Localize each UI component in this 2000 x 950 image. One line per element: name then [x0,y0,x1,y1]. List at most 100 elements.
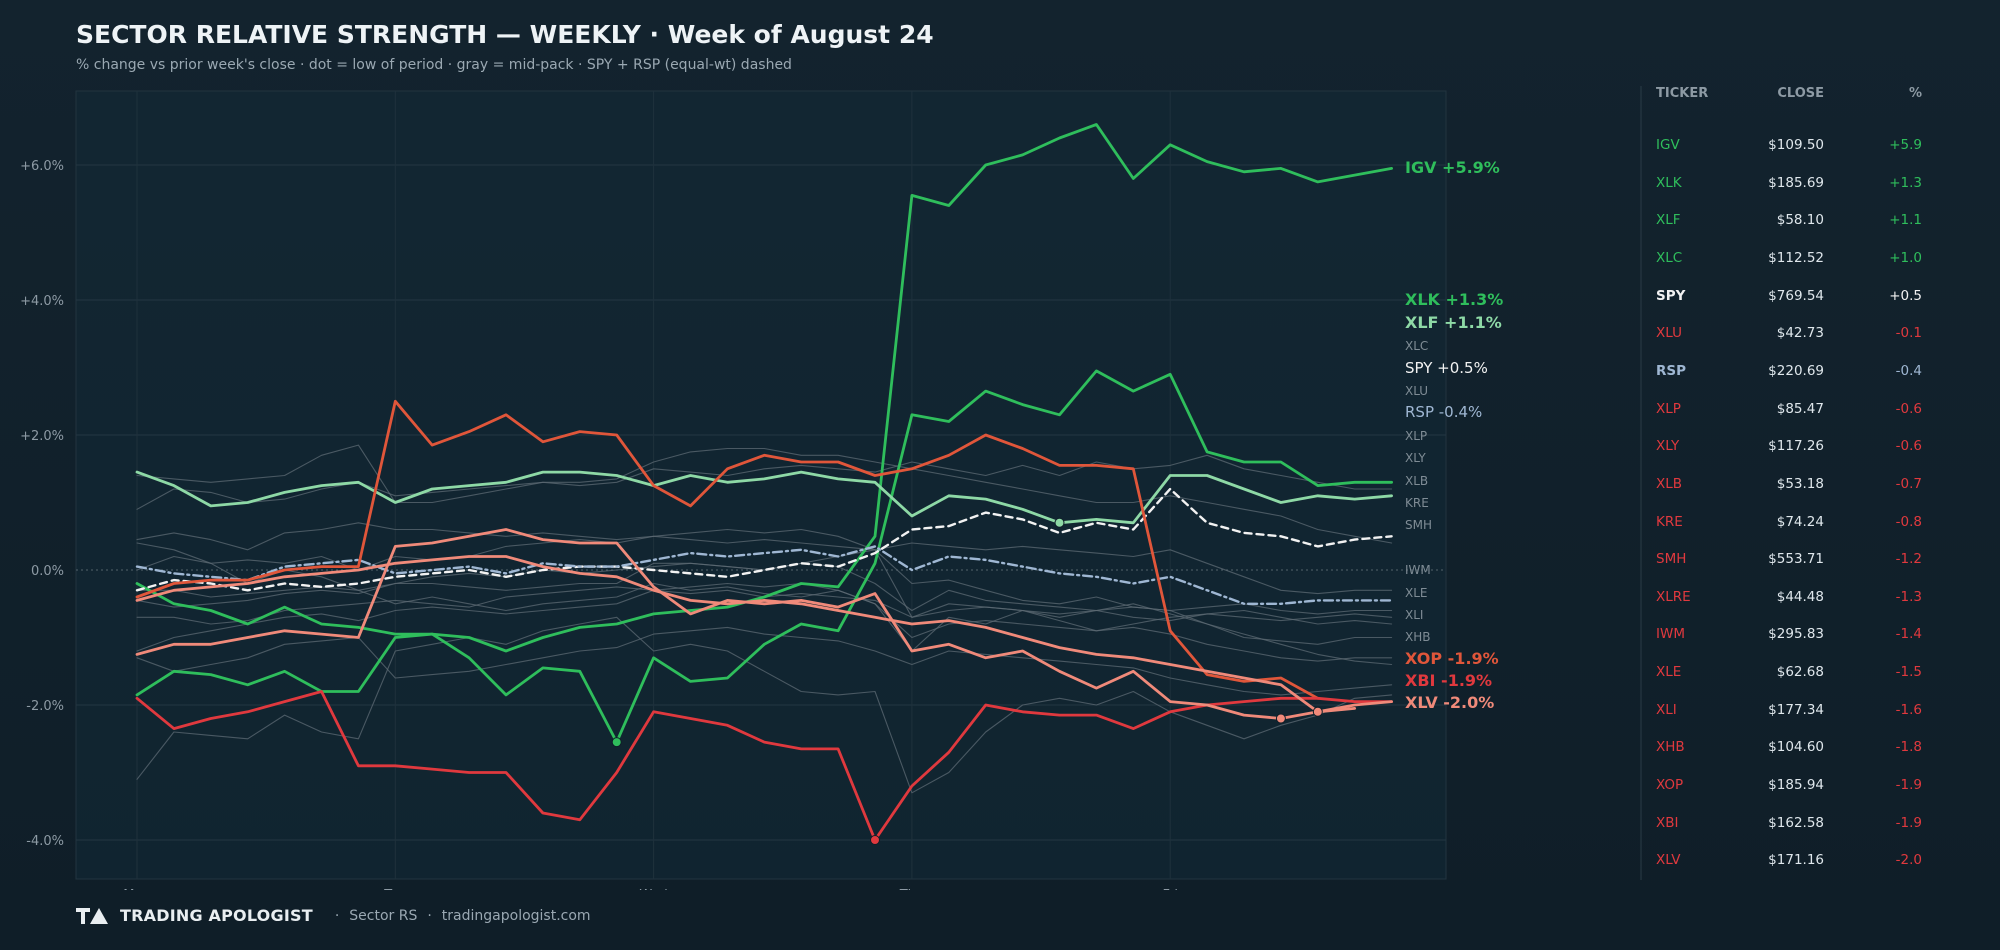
series-line-igv [135,123,1393,653]
table-row: IWM $295.83 -1.4 [1640,626,1922,650]
ticker-cell: XLK [1656,174,1682,191]
close-cell: $162.58 [1768,814,1824,831]
table-row: XOP $185.94 -1.9 [1640,777,1922,801]
close-cell: $109.50 [1768,137,1824,153]
series-line-xlv [135,528,1393,720]
series-line-xlu [136,444,1393,544]
table-row: XHB $104.60 -1.8 [1640,739,1922,763]
table-row: XLI $177.34 -1.6 [1640,702,1922,726]
end-label-xlc: XLC [1405,339,1428,353]
header-close: CLOSE [1777,86,1824,101]
low-dots [611,517,1323,845]
logo-icon [76,907,108,924]
series-line-xlf [135,470,1393,525]
end-label-spy: SPY +0.5% [1405,359,1488,377]
pct-cell: -0.6 [1895,400,1922,417]
close-cell: $62.68 [1776,664,1824,681]
ticker-cell: IWM [1656,626,1685,643]
ticker-cell: XBI [1656,814,1679,831]
ticker-cell: KRE [1656,513,1683,530]
x-tick-label: Tue [383,888,406,890]
header-ticker: TICKER [1656,86,1709,101]
table-row: XLU $42.73 -0.1 [1640,325,1922,349]
low-dot-xbi [870,835,880,845]
pct-cell: -1.9 [1895,777,1922,794]
footer-separator: · [334,907,340,924]
series-line-spy [135,487,1393,592]
end-label-xbi: XBI -1.9% [1405,671,1492,690]
close-cell: $104.60 [1768,739,1824,756]
series-line-xle [136,549,1393,645]
end-label-xlk: XLK +1.3% [1405,290,1503,309]
pct-cell: +1.3 [1889,174,1922,191]
relative-strength-chart: -4.0% -2.0% 0.0% +2.0% +4.0% +6.0% Mon Tue Wed Th… [20,86,1642,890]
table-row: XLE $62.68 -1.5 [1640,664,1922,688]
close-cell: $42.73 [1776,325,1824,342]
low-dot-xlv [1275,713,1286,724]
ticker-cell: XHB [1656,739,1685,756]
pct-cell: +1.0 [1889,249,1922,266]
y-tick-label: 0.0% [31,564,64,579]
y-tick-label: +2.0% [20,429,64,444]
x-tick-label: Wed [639,888,667,890]
pct-cell: -1.6 [1895,701,1922,718]
series-line-smh [136,616,1393,794]
ticker-cell: SPY [1656,287,1686,304]
ticker-cell: XLU [1656,325,1682,342]
x-tick-label: Thu [899,888,924,890]
footer: TRADING APOLOGIST · Sector RS · tradinga… [76,906,591,925]
table-row: XBI $162.58 -1.9 [1640,815,1922,839]
pct-cell: -0.6 [1895,438,1922,455]
close-cell: $220.69 [1768,362,1824,379]
ticker-cell: XLI [1656,701,1677,718]
footer-section: Sector RS [349,907,418,924]
ticker-cell: XLB [1656,475,1683,492]
close-cell: $74.24 [1776,513,1824,530]
axis-labels: -4.0% -2.0% 0.0% +2.0% +4.0% +6.0% Mon Tue Wed Th… [20,159,1178,890]
ticker-cell: XLF [1656,212,1681,229]
ticker-cell: IGV [1656,137,1680,153]
table-row: XLK $185.69 +1.3 [1640,175,1922,199]
close-cell: $185.69 [1768,174,1824,191]
pct-cell: -2.0 [1895,852,1922,869]
table-row: RSP $220.69 -0.4 [1640,363,1922,387]
table-row: SPY $769.54 +0.5 [1640,288,1922,312]
end-label-xlp: XLP [1405,429,1427,443]
end-label-xle: XLE [1405,586,1428,600]
pct-cell: -1.5 [1895,664,1922,681]
series-line-xlk [135,369,1393,744]
table-row: KRE $74.24 -0.8 [1640,514,1922,538]
series-line-kre [136,542,1393,652]
pct-cell: +5.9 [1889,137,1922,153]
pct-cell: -1.4 [1895,626,1922,643]
series-line-rsp [135,545,1393,605]
pct-cell: -1.9 [1895,814,1922,831]
y-tick-label: -4.0% [26,834,64,849]
series-line-xlp [136,522,1393,595]
close-cell: $185.94 [1768,777,1824,794]
close-cell: $117.26 [1768,438,1824,455]
pct-cell: -1.2 [1895,551,1922,568]
series-line-xhb [136,626,1393,696]
close-cell: $177.34 [1768,701,1824,718]
footer-site[interactable]: tradingapologist.com [441,907,591,924]
close-cell: $112.52 [1768,249,1824,266]
ticker-cell: XLC [1656,249,1683,266]
x-tick-label: Fri [1162,888,1178,890]
header-pct: % [1908,86,1922,101]
series-lines [135,123,1393,842]
close-cell: $44.48 [1776,588,1824,605]
pct-cell: -0.4 [1895,362,1922,379]
ticker-cell: XLY [1656,438,1680,455]
end-label-kre: KRE [1405,496,1429,510]
pct-cell: -1.8 [1895,739,1922,756]
end-label-iwm: IWM [1405,563,1431,577]
y-tick-label: -2.0% [26,699,64,714]
ticker-cell: XLP [1656,400,1681,417]
end-label-igv: IGV +5.9% [1405,158,1500,177]
pct-cell: -0.1 [1895,325,1922,342]
table-row: XLC $112.52 +1.0 [1640,250,1922,274]
end-label-xly: XLY [1405,451,1426,465]
close-cell: $769.54 [1768,287,1824,304]
table-row: XLY $117.26 -0.6 [1640,438,1922,462]
